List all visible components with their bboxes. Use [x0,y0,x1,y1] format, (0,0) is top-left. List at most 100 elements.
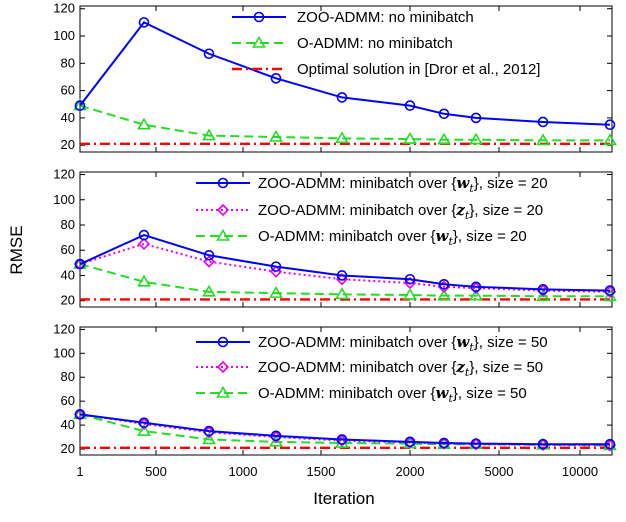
series-line [74,229,616,296]
legend-marker [217,177,229,189]
panel-1: 20 40 60 80 100 120 ZOO-ADMM: no minibatch O-AD… [53,1,617,153]
data-point [270,261,282,272]
x-tick-label: 1500 [307,464,336,479]
data-point [336,434,348,445]
legend-entry: ZOO-ADMM: minibatch over {wt}, size = 50 [196,333,548,354]
data-point [603,289,617,302]
y-tick-label: 60 [61,83,75,98]
data-point [270,73,282,84]
plot-frame [79,171,613,308]
legend-label: O-ADMM: no minibatch [297,35,453,52]
y-tick-label: 40 [61,110,75,125]
data-point [438,108,450,120]
legend-marker [253,11,265,23]
data-point [470,112,482,124]
legend-label: ZOO-ADMM: no minibatch [297,9,474,26]
legend-entry: ZOO-ADMM: minibatch over {zt}, size = 50 [196,358,543,379]
data-point [403,131,417,144]
data-point [137,274,151,287]
series-path [79,21,611,126]
data-point [536,289,550,302]
series-path [79,413,611,447]
plot-frame [79,326,613,456]
legend-marker [216,360,230,374]
data-point [74,100,86,111]
data-point [269,434,283,447]
y-tick-label: 100 [53,192,75,207]
panel-2: 20 40 60 80 100 120 ZOO-ADMM: minibatch over {… [53,167,617,308]
y-tick-label: 80 [61,369,75,384]
data-point [138,417,150,429]
legend-entry: Optimal solution in [Dror et al., 2012] [232,61,540,78]
y-axis-label: RMSE [7,225,26,274]
data-point [137,237,151,251]
legend-label: ZOO-ADMM: minibatch over {wt}, size = 20 [258,174,548,195]
data-point [74,258,86,270]
legend-entry: ZOO-ADMM: minibatch over {zt}, size = 20 [196,201,543,222]
data-point [270,430,282,442]
data-point [469,438,483,451]
x-tick-label: 10000 [562,464,598,479]
legend-label: ZOO-ADMM: minibatch over {zt}, size = 50 [258,358,543,379]
legend-entry: O-ADMM: minibatch over {wt}, size = 50 [196,384,527,405]
legend-marker [216,385,230,398]
legend-entry: O-ADMM: no minibatch [232,35,453,52]
y-tick-label: 60 [61,393,75,408]
data-point [138,17,150,28]
data-point [537,284,549,295]
x-tick-label: 2000 [396,464,425,479]
legend-entry: ZOO-ADMM: no minibatch [232,9,474,26]
y-tick-label: 60 [61,242,75,257]
x-tick-label: 1 [76,464,83,479]
data-point [438,437,450,449]
y-tick-label: 80 [61,217,75,232]
x-axis-label: Iteration [313,489,374,508]
y-tick-label: 120 [53,321,75,336]
y-tick-label: 100 [53,28,75,43]
x-tick-label: 500 [145,464,167,479]
data-point [336,92,348,103]
data-point [537,438,549,450]
data-point [437,288,451,301]
x-tick-label: 5000 [485,464,514,479]
data-point [604,438,616,450]
y-tick-label: 40 [61,417,75,432]
data-point [469,288,483,301]
data-point [469,132,483,145]
legend-entry: ZOO-ADMM: minibatch over {wt}, size = 20 [196,174,548,195]
legend-label: Optimal solution in [Dror et al., 2012] [297,61,540,78]
plot-frame [79,5,613,153]
data-point [203,48,215,60]
data-point [536,133,550,146]
legend-marker [217,336,229,348]
data-point [604,119,616,131]
series-line [74,17,616,131]
data-point [604,285,616,296]
series-line [73,257,617,302]
data-point [137,117,151,130]
y-tick-label: 20 [61,293,75,308]
y-tick-label: 20 [61,441,75,456]
series-path [79,413,611,447]
y-tick-label: 100 [53,345,75,360]
y-tick-label: 120 [53,167,75,182]
y-tick-label: 120 [53,1,75,16]
data-point [269,286,283,298]
legend-label: ZOO-ADMM: minibatch over {zt}, size = 20 [258,201,543,222]
data-point [437,132,451,145]
legend-marker [216,228,230,241]
data-point [203,425,215,437]
data-point [202,128,216,141]
data-point [470,281,482,293]
data-point [536,438,550,451]
data-point [537,116,549,128]
series-path [79,263,610,298]
data-point [74,409,86,420]
data-point [335,287,349,300]
data-point [438,278,450,290]
legend-marker [252,35,266,48]
data-point [269,129,283,142]
legend-label: O-ADMM: minibatch over {wt}, size = 20 [258,227,527,248]
